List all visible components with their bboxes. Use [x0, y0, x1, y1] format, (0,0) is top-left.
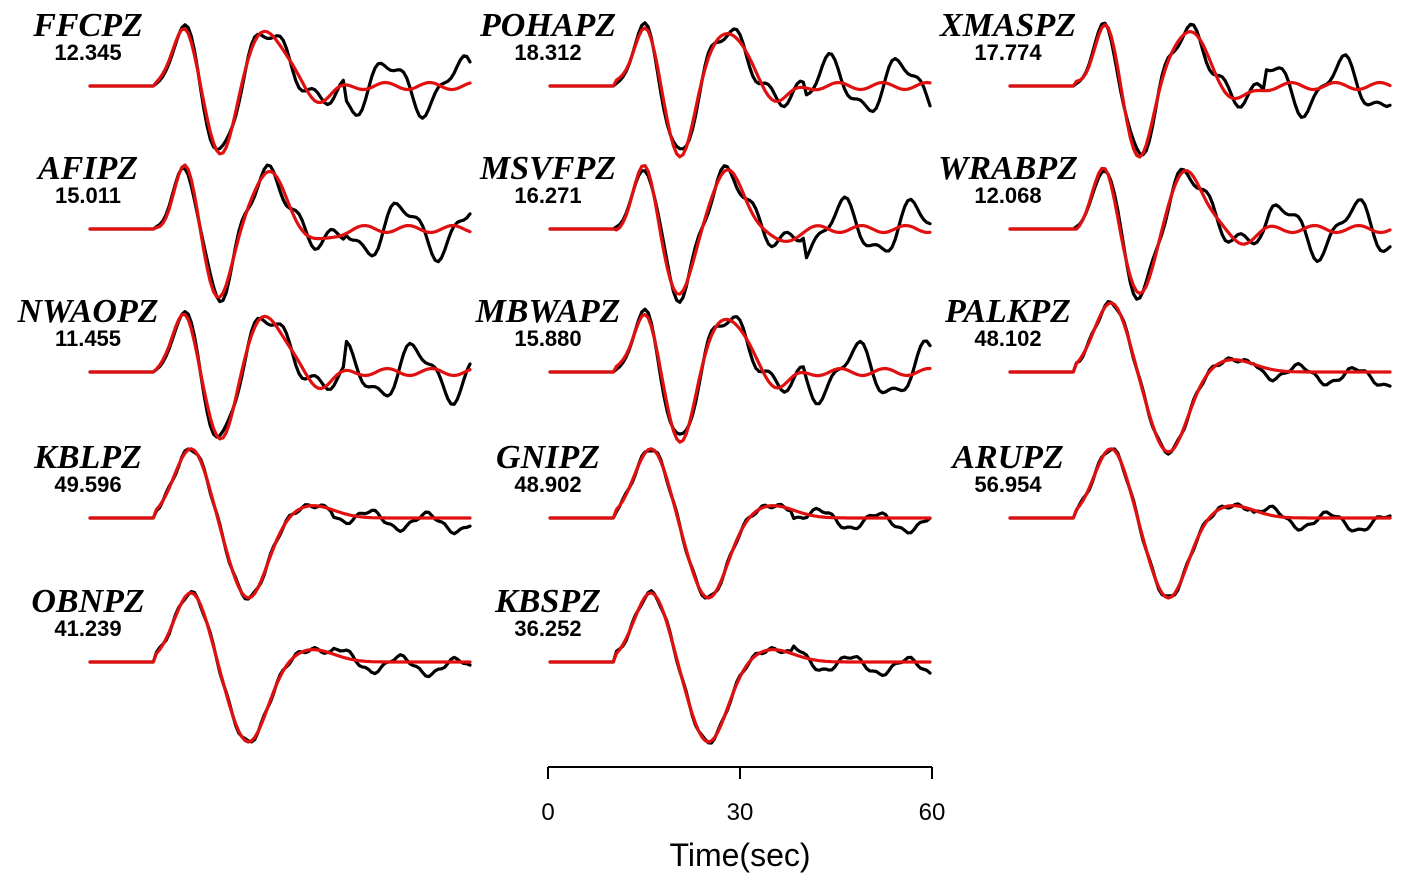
observed-trace	[88, 589, 472, 744]
station-value: 56.954	[974, 472, 1042, 497]
station-name: XMASPZ	[939, 7, 1076, 44]
station-value: 18.312	[514, 40, 581, 65]
synthetic-trace	[88, 27, 472, 156]
observed-trace	[1008, 447, 1392, 598]
station-value: 12.345	[54, 40, 121, 65]
time-axis: 0 30 60 Time(sec)	[541, 766, 946, 873]
synthetic-trace	[1008, 447, 1392, 600]
time-axis-label: Time(sec)	[669, 837, 810, 873]
observed-trace	[548, 449, 932, 600]
station-name: OBNPZ	[31, 583, 144, 620]
station-name: GNIPZ	[496, 439, 600, 476]
synthetic-trace	[88, 447, 472, 600]
synthetic-trace	[88, 312, 472, 441]
synthetic-trace	[548, 26, 932, 159]
station-name: MSVFPZ	[479, 150, 616, 187]
station-value: 48.102	[974, 326, 1041, 351]
time-axis-tick-label-60: 60	[919, 799, 946, 826]
synthetic-trace	[1008, 23, 1392, 159]
station-value: 12.068	[974, 183, 1041, 208]
station-value: 17.774	[974, 40, 1042, 65]
station-name: AFIPZ	[36, 150, 138, 187]
station-value: 15.011	[55, 183, 121, 208]
synthetic-trace	[548, 447, 932, 600]
station-name: ARUPZ	[950, 439, 1063, 476]
station-name: KBLPZ	[33, 439, 142, 476]
time-axis-tick-label-30: 30	[727, 799, 754, 826]
station-value: 48.902	[514, 472, 581, 497]
synthetic-trace	[548, 164, 932, 296]
synthetic-trace	[548, 312, 932, 444]
station-value: 15.880	[514, 326, 581, 351]
station-value: 49.596	[54, 472, 121, 497]
synthetic-trace	[1008, 301, 1392, 454]
station-value: 11.455	[55, 326, 121, 351]
station-name: FFCPZ	[32, 7, 143, 44]
observed-trace	[548, 589, 932, 745]
synthetic-trace	[548, 591, 932, 744]
station-name: POHAPZ	[479, 7, 616, 44]
station-name: WRABPZ	[938, 150, 1078, 187]
synthetic-trace	[88, 163, 472, 299]
synthetic-trace	[88, 591, 472, 744]
station-value: 41.239	[54, 616, 121, 641]
station-name: MBWAPZ	[475, 293, 621, 330]
station-value: 36.252	[514, 616, 581, 641]
station-value: 16.271	[514, 183, 581, 208]
station-name: NWAOPZ	[16, 293, 158, 330]
station-name: PALKPZ	[944, 293, 1071, 330]
time-axis-tick-label-0: 0	[541, 799, 554, 826]
station-panels: FFCPZ12.345POHAPZ18.312XMASPZ17.774AFIPZ…	[16, 7, 1392, 745]
synthetic-trace	[1008, 166, 1392, 296]
station-name: KBSPZ	[494, 583, 601, 620]
observed-trace	[88, 447, 472, 601]
